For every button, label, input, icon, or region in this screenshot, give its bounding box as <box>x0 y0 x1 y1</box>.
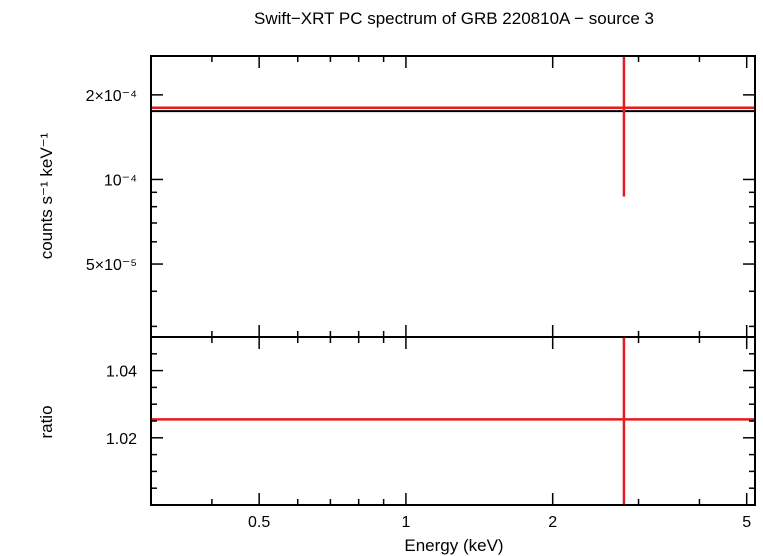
x-axis-label: Energy (keV) <box>404 536 503 555</box>
ratio-y-tick-label: 1.04 <box>106 364 137 381</box>
spectrum-y-tick-label: 2×10⁻⁴ <box>86 88 137 105</box>
ratio-y-tick-label: 1.02 <box>106 431 137 448</box>
x-tick-label: 0.5 <box>248 514 270 531</box>
spectrum-panel-frame <box>150 55 756 338</box>
ratio-panel: 1.02 1.04 ratio <box>37 336 756 506</box>
x-tick-label: 5 <box>742 514 751 531</box>
spectrum-y-tick-label: 5×10⁻⁵ <box>86 257 137 274</box>
x-tick-label: 1 <box>401 514 410 531</box>
x-axis-tick-labels: 0.5 1 2 5 <box>248 514 751 531</box>
spectrum-y-axis-label: counts s⁻¹ keV⁻¹ <box>37 132 56 259</box>
ratio-y-axis-label: ratio <box>37 405 56 438</box>
spectrum-panel: 5×10⁻⁵ 10⁻⁴ 2×10⁻⁴ counts s⁻¹ keV⁻¹ <box>37 55 756 338</box>
plot-title: Swift−XRT PC spectrum of GRB 220810A − s… <box>254 9 654 28</box>
ratio-panel-frame <box>150 336 756 506</box>
x-tick-label: 2 <box>548 514 557 531</box>
spectrum-y-tick-label: 10⁻⁴ <box>104 172 137 189</box>
